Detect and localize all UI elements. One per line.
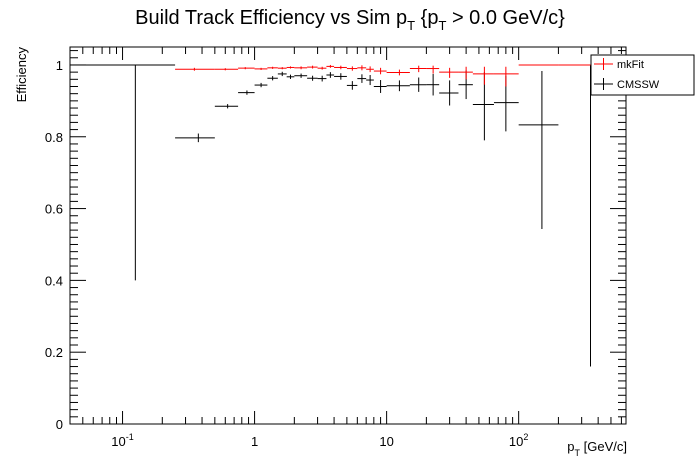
data-point-mkfit [366, 66, 374, 73]
data-point-cmssw [254, 82, 268, 88]
x-axis-ticks [69, 47, 622, 424]
series-cmssw [70, 64, 611, 367]
data-point-mkfit [326, 64, 335, 68]
data-point-cmssw [366, 75, 374, 86]
data-point-mkfit [294, 66, 308, 70]
data-point-cmssw [277, 71, 287, 77]
data-point-mkfit [386, 69, 410, 76]
y-tick-label: 1 [56, 58, 63, 73]
x-tick-label: 10 [379, 434, 393, 449]
data-point-cmssw [175, 133, 215, 143]
data-point-mkfit [286, 66, 295, 69]
data-point-mkfit [175, 67, 215, 71]
data-point-mkfit [493, 66, 519, 87]
data-point-cmssw [238, 90, 255, 95]
x-tick-label: 102 [509, 432, 528, 449]
y-tick-label: 0 [56, 417, 63, 432]
data-point-mkfit [472, 66, 494, 85]
y-tick-label: 0.6 [45, 202, 63, 217]
data-point-cmssw [326, 72, 335, 78]
data-point-mkfit [214, 68, 239, 71]
data-point-mkfit [238, 67, 255, 70]
y-tick-label: 0.8 [45, 130, 63, 145]
data-point-cmssw [439, 80, 459, 106]
data-point-cmssw [214, 104, 239, 109]
y-tick-label: 0.4 [45, 273, 63, 288]
data-point-cmssw [346, 81, 358, 90]
data-point-cmssw [70, 64, 176, 281]
data-point-cmssw [472, 72, 494, 141]
x-axis-title: pT [GeV/c] [567, 439, 627, 458]
x-tick-label: 1 [251, 434, 258, 449]
data-point-cmssw [294, 73, 308, 78]
data-point-mkfit [346, 66, 358, 71]
data-point-mkfit [439, 67, 459, 78]
y-axis-tick-labels: 0 0.2 0.4 0.6 0.8 1 [45, 58, 63, 432]
data-point-cmssw [518, 71, 559, 230]
data-point-mkfit [254, 67, 268, 70]
data-point-cmssw [357, 74, 367, 83]
x-axis-tick-labels: 10-1 1 10 102 [111, 432, 528, 449]
chart-title: Build Track Efficiency vs Sim pT {pT > 0… [135, 7, 565, 33]
data-point-cmssw [373, 80, 387, 93]
data-point-cmssw [286, 74, 295, 79]
data-point-mkfit [307, 65, 318, 69]
data-point-mkfit [317, 66, 327, 70]
plot-frame [69, 46, 627, 425]
data-point-cmssw [558, 64, 611, 367]
legend-box [590, 54, 695, 96]
legend-mkfit-label: mkFit [617, 59, 644, 71]
data-point-cmssw [267, 76, 278, 81]
series-mkfit [175, 64, 611, 87]
data-point-mkfit [458, 66, 473, 80]
x-tick-label: 10-1 [111, 432, 133, 449]
data-point-mkfit [277, 67, 287, 70]
legend: mkFit CMSSW [590, 54, 695, 96]
data-point-cmssw [307, 75, 318, 81]
data-point-cmssw [426, 73, 440, 96]
data-point-mkfit [357, 65, 367, 71]
data-point-mkfit [373, 67, 387, 75]
y-axis-title: Efficiency [14, 47, 29, 103]
y-axis-ticks [70, 50, 626, 425]
data-point-mkfit [267, 66, 278, 69]
data-point-mkfit [334, 65, 347, 70]
series-layer [70, 64, 611, 367]
data-point-cmssw [317, 75, 327, 82]
data-point-cmssw [386, 80, 410, 92]
data-point-mkfit [409, 65, 427, 73]
legend-cmssw-label: CMSSW [617, 79, 660, 91]
data-point-cmssw [409, 77, 427, 92]
data-point-cmssw [334, 73, 347, 80]
y-tick-label: 0.2 [45, 345, 63, 360]
data-point-mkfit [426, 65, 440, 74]
